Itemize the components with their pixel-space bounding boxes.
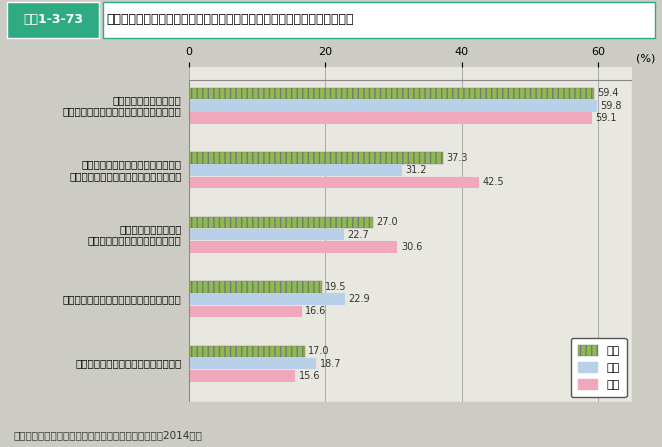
Text: 15.6: 15.6 bbox=[299, 371, 320, 381]
Text: 59.4: 59.4 bbox=[597, 89, 619, 98]
Bar bbox=[189, 306, 302, 317]
Bar bbox=[189, 293, 345, 305]
FancyBboxPatch shape bbox=[7, 2, 99, 38]
Bar bbox=[189, 164, 402, 176]
Text: 22.7: 22.7 bbox=[347, 230, 369, 240]
Bar bbox=[189, 281, 322, 293]
Bar bbox=[189, 370, 295, 382]
Bar bbox=[189, 152, 443, 164]
Text: 42.5: 42.5 bbox=[482, 177, 504, 187]
Text: 16.6: 16.6 bbox=[305, 306, 327, 316]
Text: 17.0: 17.0 bbox=[308, 346, 330, 356]
Bar bbox=[189, 217, 373, 228]
Text: 30.6: 30.6 bbox=[401, 242, 422, 252]
Text: 27.0: 27.0 bbox=[376, 217, 398, 228]
Bar bbox=[189, 229, 344, 240]
Text: 31.2: 31.2 bbox=[405, 165, 426, 175]
Bar bbox=[189, 100, 596, 112]
FancyBboxPatch shape bbox=[103, 2, 655, 38]
Text: 59.8: 59.8 bbox=[600, 101, 622, 111]
Bar bbox=[189, 241, 397, 253]
Text: 59.1: 59.1 bbox=[595, 113, 617, 123]
Bar bbox=[189, 346, 305, 357]
Legend: 総数, 男性, 女性: 総数, 男性, 女性 bbox=[571, 338, 627, 397]
Bar bbox=[189, 88, 594, 99]
Bar bbox=[189, 177, 479, 188]
Text: 22.9: 22.9 bbox=[348, 294, 370, 304]
Text: 資料：内閣府「女性の活躍推進に関する世論調査」（2014年）: 資料：内閣府「女性の活躍推進に関する世論調査」（2014年） bbox=[13, 430, 202, 440]
Text: 18.7: 18.7 bbox=[320, 358, 341, 369]
Bar bbox=[189, 358, 316, 369]
Text: (%): (%) bbox=[636, 54, 655, 64]
Text: 19.5: 19.5 bbox=[325, 282, 347, 292]
Text: 図表1-3-73: 図表1-3-73 bbox=[23, 13, 83, 26]
Text: 「夫は外で働き妻は家庭を守るべきである」という考え方に賛成する理由: 「夫は外で働き妻は家庭を守るべきである」という考え方に賛成する理由 bbox=[106, 13, 354, 26]
Text: 37.3: 37.3 bbox=[447, 153, 468, 163]
Bar bbox=[189, 112, 592, 124]
